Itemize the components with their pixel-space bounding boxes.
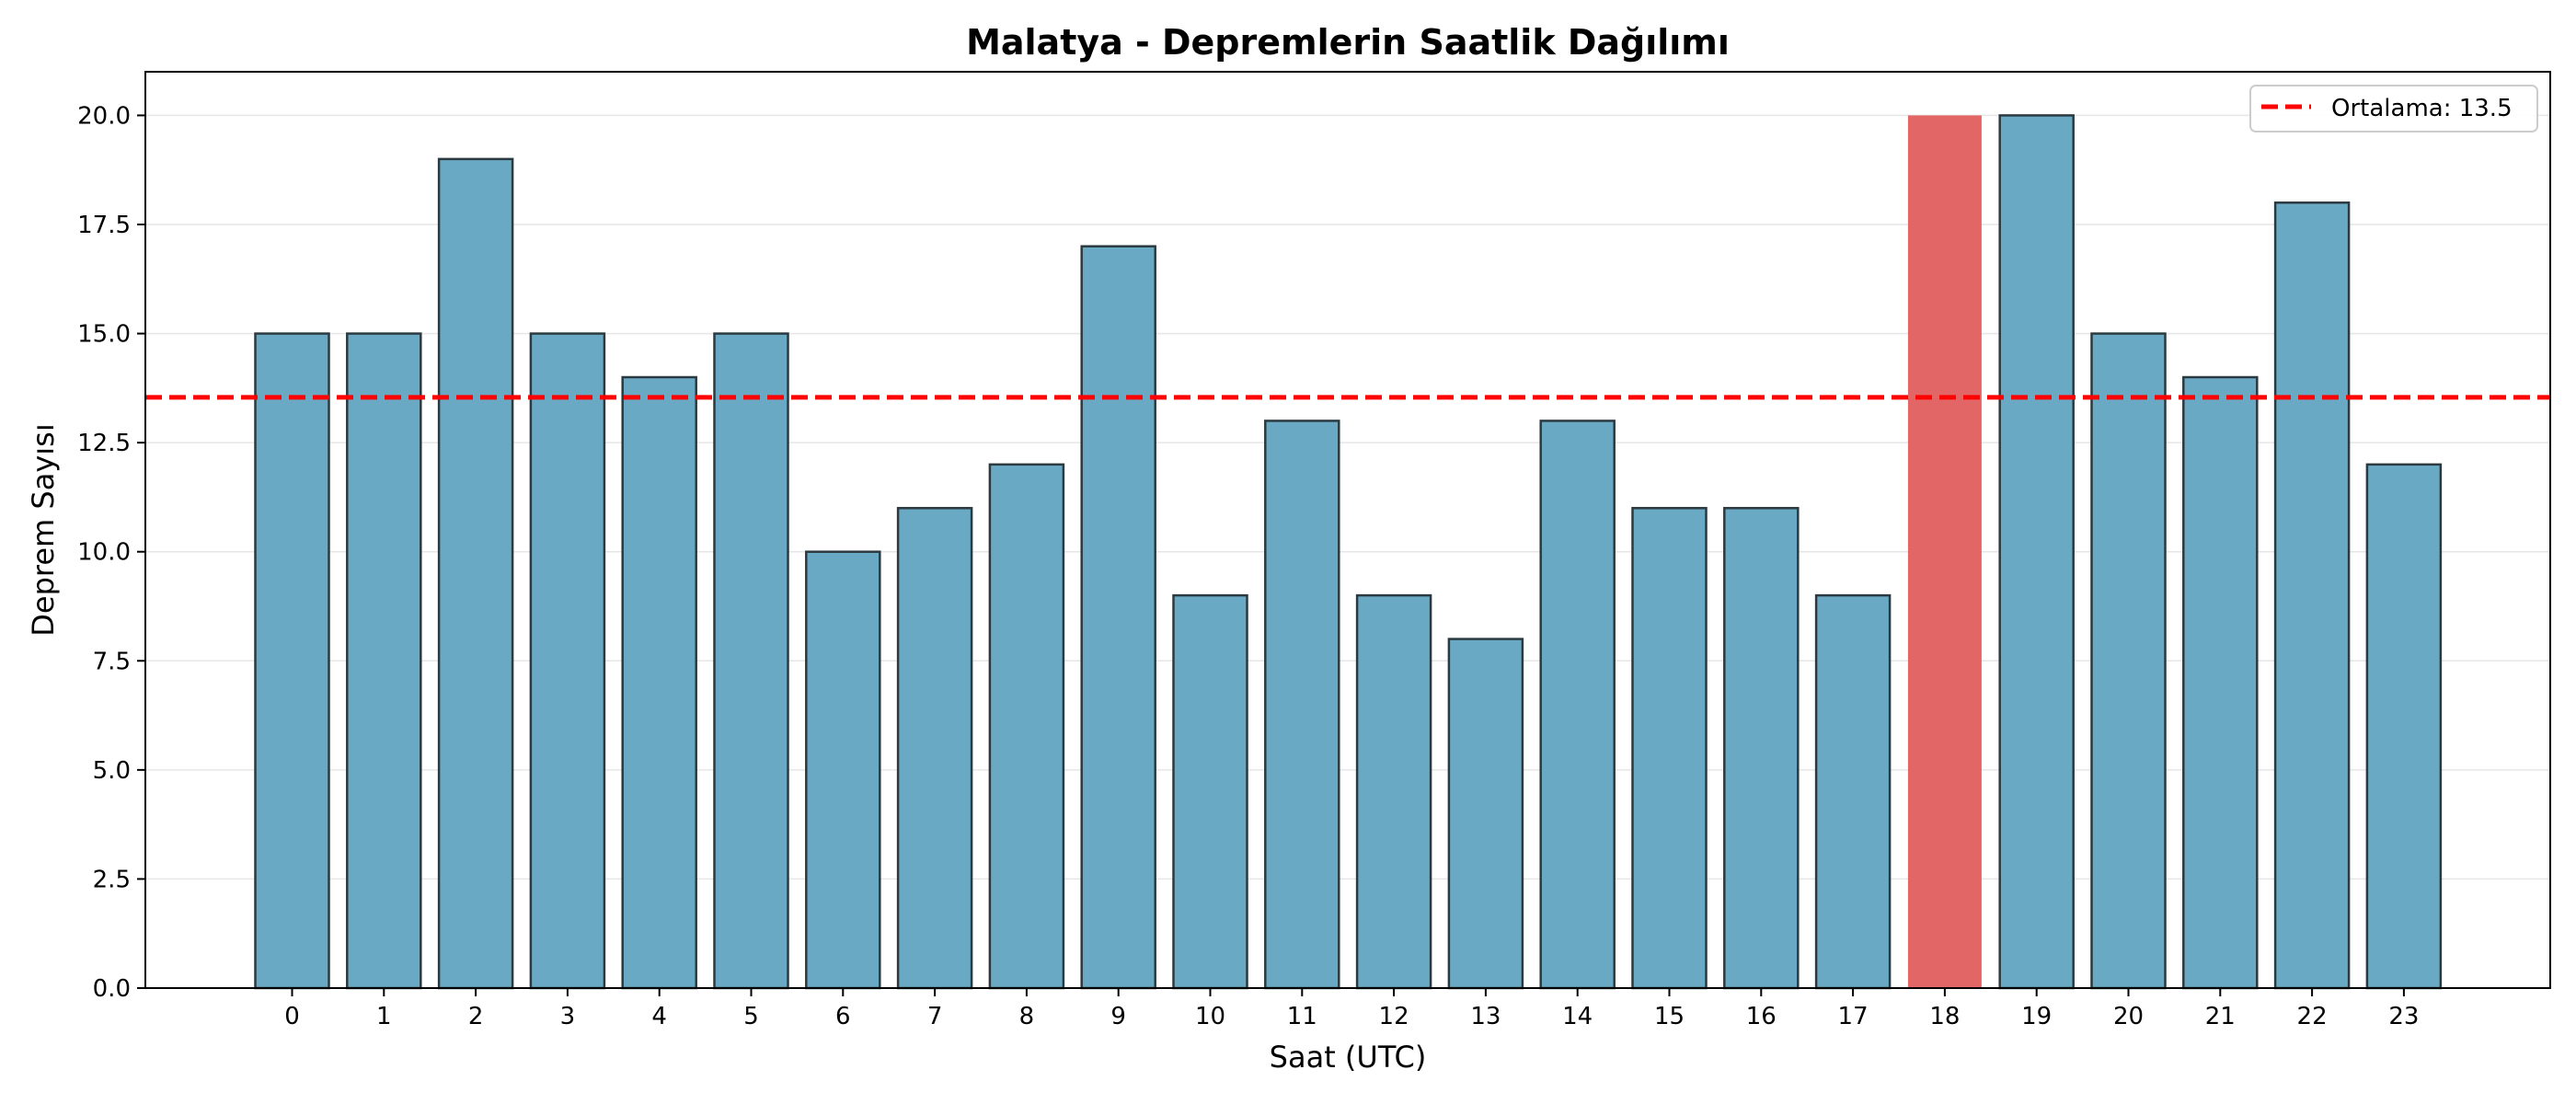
bar-hour-23: [2365, 463, 2443, 990]
bar-hour-14: [1539, 420, 1616, 990]
x-tick-label: 23: [2388, 1003, 2419, 1030]
bar-hour-10: [1172, 593, 1248, 990]
y-tick-label: 15.0: [77, 321, 131, 349]
legend-label-mean: Ortalama: 13.5: [2331, 95, 2513, 122]
x-tick-label: 8: [1019, 1003, 1035, 1030]
plot-frame: [144, 71, 2551, 989]
legend-box: [2249, 85, 2538, 132]
bar-hour-8: [988, 463, 1065, 990]
bar-hour-22: [2273, 201, 2351, 990]
x-tick-label: 0: [284, 1003, 300, 1030]
x-tick-label: 2: [468, 1003, 484, 1030]
bar-hour-16: [1723, 507, 1800, 990]
legend: Ortalama: 13.5: [2249, 85, 2538, 132]
bar-hour-9: [1080, 245, 1156, 990]
bar-hour-13: [1447, 638, 1524, 990]
y-tick-label: 7.5: [93, 648, 131, 675]
bars: [254, 114, 2443, 990]
x-axis-label: Saat (UTC): [1270, 1040, 1427, 1075]
bar-hour-11: [1264, 420, 1340, 990]
bar-hour-1: [346, 332, 422, 990]
bar-hour-2: [437, 157, 514, 990]
y-axis-ticks: 0.0 2.5 5.0 7.5 10.0 12.5 15.0 17.5 20.0: [77, 102, 145, 1003]
y-tick-label: 2.5: [93, 866, 131, 893]
x-tick-label: 21: [2205, 1003, 2236, 1030]
bar-hour-5: [713, 332, 789, 990]
bar-hour-4: [621, 375, 697, 990]
chart-title: Malatya - Depremlerin Saatlik Dağılımı: [966, 22, 1730, 63]
bar-hour-20: [2090, 332, 2167, 990]
x-tick-label: 15: [1654, 1003, 1685, 1030]
y-tick-label: 12.5: [77, 430, 131, 457]
y-tick-label: 0.0: [93, 975, 131, 1003]
y-tick-label: 5.0: [93, 757, 131, 785]
bar-hour-21: [2182, 375, 2259, 990]
bar-hour-18: [1907, 115, 1982, 988]
x-tick-label: 18: [1929, 1003, 1960, 1030]
x-tick-label: 13: [1470, 1003, 1501, 1030]
bar-hour-12: [1355, 593, 1432, 990]
y-tick-label: 17.5: [77, 212, 131, 239]
bar-hour-3: [529, 332, 606, 990]
x-axis-ticks: 0 1 2 3 4 5 6 7 8 9 10 11 12 13 14 15 16 17 18 19 20 21 22 23: [284, 988, 2419, 1030]
x-tick-label: 4: [651, 1003, 667, 1030]
x-tick-label: 19: [2021, 1003, 2052, 1030]
bar-hour-15: [1631, 507, 1708, 990]
bar-hour-17: [1814, 593, 1892, 990]
x-tick-label: 20: [2113, 1003, 2144, 1030]
x-tick-label: 3: [560, 1003, 576, 1030]
y-tick-label: 20.0: [77, 102, 131, 130]
x-tick-label: 6: [835, 1003, 851, 1030]
x-tick-label: 10: [1195, 1003, 1225, 1030]
x-tick-label: 17: [1838, 1003, 1869, 1030]
bar-hour-7: [896, 507, 973, 990]
x-tick-label: 1: [376, 1003, 392, 1030]
y-tick-label: 10.0: [77, 539, 131, 567]
x-tick-label: 7: [927, 1003, 943, 1030]
x-tick-label: 14: [1562, 1003, 1593, 1030]
bar-hour-6: [805, 550, 881, 990]
y-axis-label: Deprem Sayısı: [26, 423, 61, 636]
bar-hour-0: [254, 332, 330, 990]
x-tick-label: 22: [2297, 1003, 2328, 1030]
x-tick-label: 16: [1746, 1003, 1777, 1030]
bar-hour-19: [1998, 114, 2075, 990]
x-tick-label: 9: [1110, 1003, 1126, 1030]
x-tick-label: 11: [1287, 1003, 1317, 1030]
x-tick-label: 12: [1379, 1003, 1409, 1030]
x-tick-label: 5: [743, 1003, 759, 1030]
